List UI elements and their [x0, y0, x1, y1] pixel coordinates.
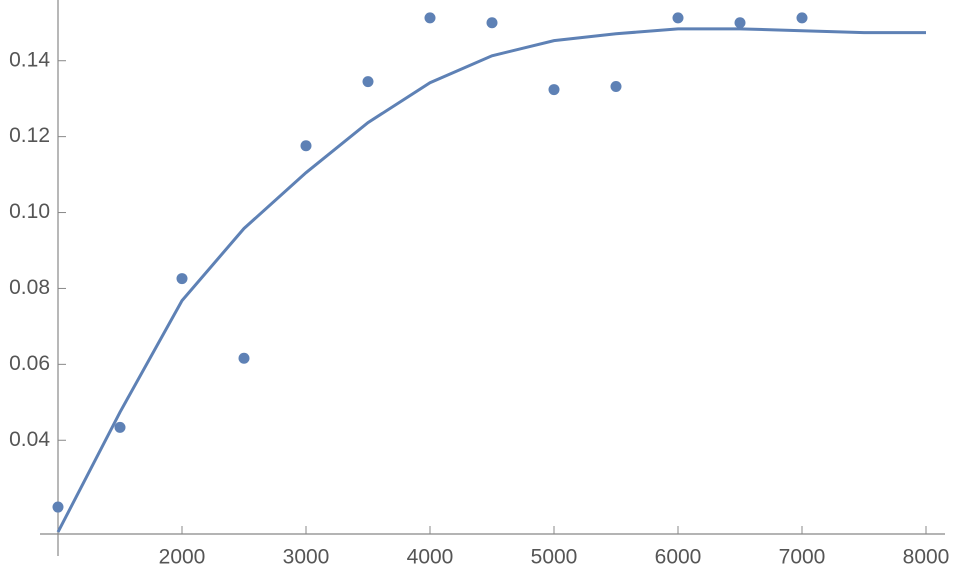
data-point [176, 273, 188, 285]
y-tick-label: 0.06 [9, 352, 50, 375]
data-point [672, 12, 684, 24]
y-tick-label: 0.10 [9, 200, 50, 223]
data-point [548, 84, 560, 96]
x-tick-label: 2000 [159, 546, 206, 569]
x-tick-label: 6000 [655, 546, 702, 569]
data-point [734, 17, 746, 29]
data-point [300, 140, 312, 152]
data-point [424, 12, 436, 24]
x-tick-label: 5000 [531, 546, 578, 569]
y-tick-label: 0.12 [9, 124, 50, 147]
data-point [52, 501, 64, 513]
data-point [796, 12, 808, 24]
data-point [486, 17, 498, 29]
data-point [238, 352, 250, 364]
data-point [610, 81, 622, 93]
x-tick-label: 8000 [903, 546, 950, 569]
x-tick-label: 4000 [407, 546, 454, 569]
x-tick-label: 3000 [283, 546, 330, 569]
fit-line [56, 27, 926, 533]
y-tick-label: 0.04 [9, 428, 50, 451]
x-tick-label: 7000 [779, 546, 826, 569]
y-tick-label: 0.08 [9, 276, 50, 299]
y-tick-label: 0.14 [9, 48, 50, 71]
data-point [362, 76, 374, 88]
data-point [114, 421, 126, 433]
